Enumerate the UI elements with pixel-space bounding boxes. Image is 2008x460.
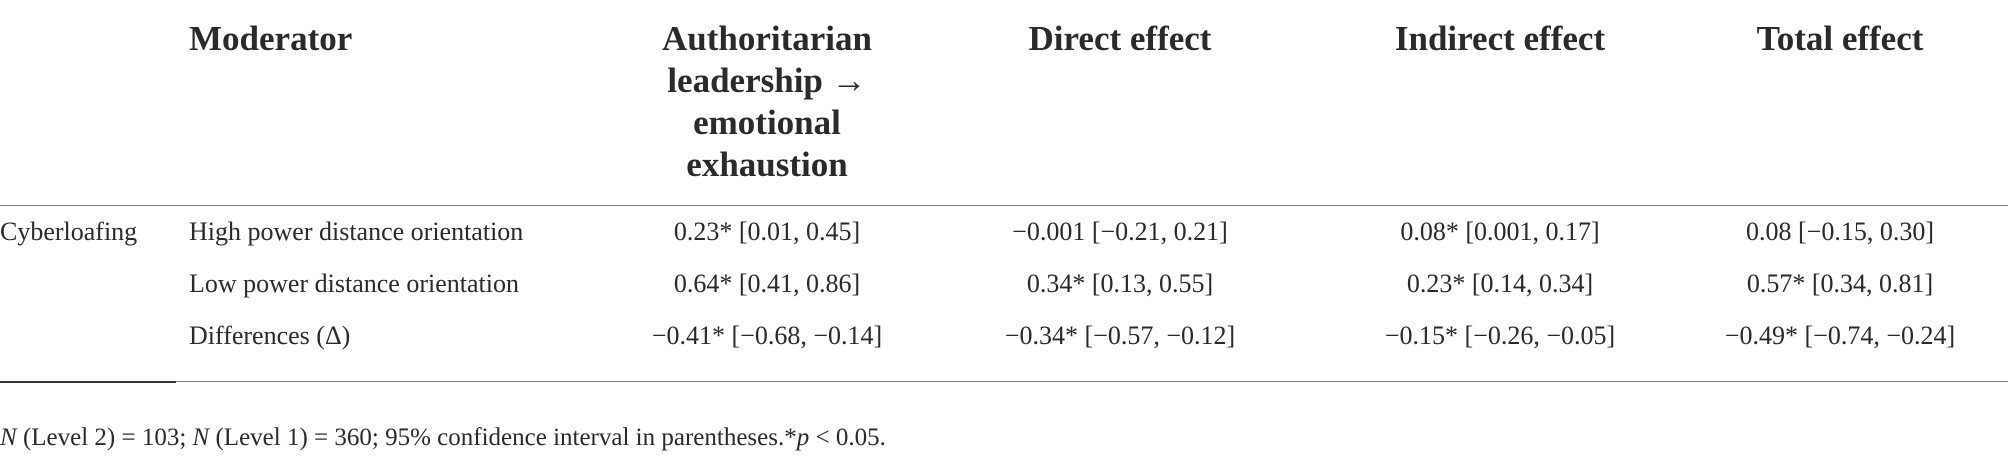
footnote-n-symbol: N bbox=[192, 424, 210, 451]
header-total-effect: Total effect bbox=[1756, 19, 1924, 58]
table-top-rule bbox=[0, 205, 2008, 206]
row-indirect-value: −0.15* [−0.26, −0.05] bbox=[1384, 321, 1616, 350]
row-moderator-label: Low power distance orientation bbox=[189, 269, 519, 298]
row-indirect-value: 0.23* [0.14, 0.34] bbox=[1406, 269, 1594, 298]
row-total-value: −0.49* [−0.74, −0.24] bbox=[1724, 321, 1956, 350]
row-authoritarian-value: 0.64* [0.41, 0.86] bbox=[673, 269, 861, 298]
row-moderator-label: Differences (Δ) bbox=[189, 321, 351, 350]
table-footnote: N (Level 2) = 103; N (Level 1) = 360; 95… bbox=[0, 423, 886, 453]
row-authoritarian-value: −0.41* [−0.68, −0.14] bbox=[651, 321, 883, 350]
table-bottom-rule bbox=[0, 381, 2008, 382]
footnote-text: (Level 2) = 103; bbox=[16, 424, 193, 451]
footnote-n-symbol: N bbox=[0, 424, 17, 451]
header-moderator: Moderator bbox=[189, 19, 353, 58]
footnote-separator-rule bbox=[0, 381, 176, 383]
row-total-value: 0.57* [0.34, 0.81] bbox=[1746, 269, 1934, 298]
footnote-text: < 0.05. bbox=[809, 424, 886, 451]
header-authoritarian-leadership: Authoritarian leadership → emotional exh… bbox=[636, 18, 898, 186]
footnote-p-symbol: p bbox=[796, 424, 810, 451]
header-authoritarian-line: leadership → bbox=[667, 61, 867, 100]
row-direct-value: −0.001 [−0.21, 0.21] bbox=[1012, 217, 1228, 246]
footnote-text: (Level 1) = 360; 95% confidence interval… bbox=[209, 424, 797, 451]
header-authoritarian-line: exhaustion bbox=[686, 145, 848, 184]
row-authoritarian-value: 0.23* [0.01, 0.45] bbox=[673, 217, 861, 246]
header-authoritarian-line: emotional bbox=[693, 103, 841, 142]
row-indirect-value: 0.08* [0.001, 0.17] bbox=[1400, 217, 1600, 246]
header-indirect-effect: Indirect effect bbox=[1394, 19, 1606, 58]
group-label: Cyberloafing bbox=[0, 217, 138, 246]
row-total-value: 0.08 [−0.15, 0.30] bbox=[1746, 217, 1934, 246]
row-direct-value: −0.34* [−0.57, −0.12] bbox=[1004, 321, 1236, 350]
header-authoritarian-line: Authoritarian bbox=[662, 19, 872, 58]
row-moderator-label: High power distance orientation bbox=[189, 217, 524, 246]
header-direct-effect: Direct effect bbox=[1028, 19, 1212, 58]
row-direct-value: 0.34* [0.13, 0.55] bbox=[1026, 269, 1214, 298]
